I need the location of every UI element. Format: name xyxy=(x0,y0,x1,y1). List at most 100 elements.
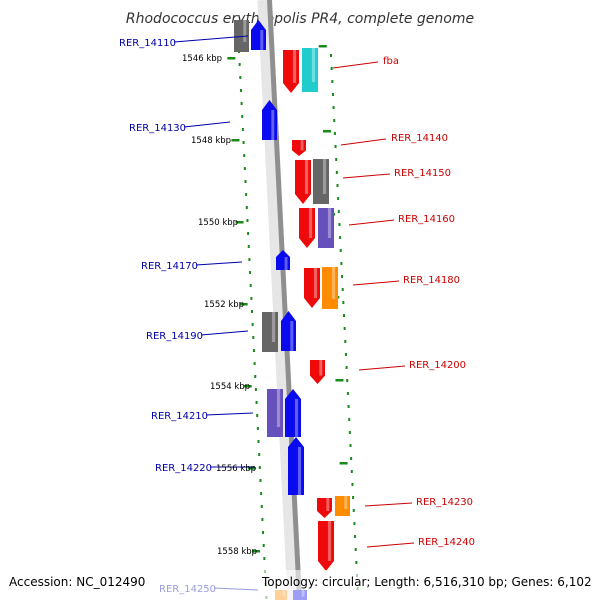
gene-label-right[interactable]: RER_14240 xyxy=(418,537,475,548)
label-leader-line xyxy=(205,412,254,416)
label-leader-line xyxy=(200,330,249,336)
tick-dot xyxy=(341,275,344,278)
gene-feature[interactable] xyxy=(335,496,350,516)
gene-label-right[interactable]: RER_14150 xyxy=(394,168,451,179)
major-tick xyxy=(227,57,236,60)
tick-dot xyxy=(351,483,354,486)
gene-feature[interactable] xyxy=(302,48,318,92)
tick-dot xyxy=(253,362,256,365)
tick-dot xyxy=(243,154,246,157)
kbp-label: 1550 kbp xyxy=(198,218,238,228)
gene-features xyxy=(234,20,350,600)
tick-dot xyxy=(331,80,334,83)
label-leader-line xyxy=(183,121,231,128)
gene-feature[interactable] xyxy=(262,100,277,140)
gene-feature[interactable] xyxy=(276,250,290,270)
tick-dot xyxy=(337,197,340,200)
major-tick xyxy=(318,45,327,48)
topology-text: Topology: circular; Length: 6,516,310 bp… xyxy=(261,575,592,589)
tick-dot xyxy=(338,223,341,226)
gene-feature[interactable] xyxy=(283,50,299,93)
gene-feature[interactable] xyxy=(313,159,329,204)
gene-feature[interactable] xyxy=(281,311,296,351)
gene-label-right[interactable]: RER_14140 xyxy=(391,133,448,144)
tick-dot xyxy=(347,405,350,408)
tick-dot xyxy=(354,535,357,538)
gene-feature[interactable] xyxy=(304,268,320,308)
tick-dot xyxy=(247,232,250,235)
label-leader-line xyxy=(195,261,243,266)
gene-feature[interactable] xyxy=(285,389,301,437)
footer-backdrop xyxy=(0,570,600,600)
tick-dot xyxy=(257,440,260,443)
tick-dot xyxy=(260,492,263,495)
tick-dot xyxy=(335,171,338,174)
tick-dot xyxy=(334,145,337,148)
tick-dot xyxy=(333,132,336,135)
gene-feature[interactable] xyxy=(267,389,283,437)
tick-dot xyxy=(259,479,262,482)
gene-label-left[interactable]: RER_14130 xyxy=(129,123,186,134)
gene-label-right[interactable]: RER_14160 xyxy=(398,214,455,225)
gene-feature[interactable] xyxy=(299,208,315,248)
label-leader-line xyxy=(352,280,400,286)
gene-feature[interactable] xyxy=(295,160,311,204)
gene-label-right[interactable]: RER_14180 xyxy=(403,275,460,286)
gene-feature[interactable] xyxy=(322,267,338,309)
gene-label-left[interactable]: RER_14190 xyxy=(146,331,203,342)
map-title: Rhodococcus erythropolis PR4, complete g… xyxy=(126,11,474,27)
gene-label-left[interactable]: RER_14170 xyxy=(141,261,198,272)
gene-feature[interactable] xyxy=(318,208,334,248)
gene-feature[interactable] xyxy=(318,521,334,571)
tick-dot xyxy=(254,388,257,391)
tick-dot xyxy=(241,128,244,131)
tick-dot xyxy=(245,206,248,209)
tick-dot xyxy=(330,67,333,70)
gene-label-left[interactable]: RER_14220 xyxy=(155,463,212,474)
gene-label-right[interactable]: RER_14230 xyxy=(416,497,473,508)
tick-dot xyxy=(333,119,336,122)
gene-feature[interactable] xyxy=(292,140,306,156)
tick-dot xyxy=(343,327,346,330)
gene-feature[interactable] xyxy=(317,498,332,518)
tick-dot xyxy=(337,210,340,213)
tick-dot xyxy=(241,115,244,118)
tick-dot xyxy=(354,548,357,551)
gene-label-right[interactable]: RER_14200 xyxy=(409,360,466,371)
kbp-label: 1546 kbp xyxy=(182,54,222,64)
tick-marks xyxy=(227,45,360,603)
gene-label-left[interactable]: RER_14110 xyxy=(119,38,176,49)
tick-dot xyxy=(348,418,351,421)
tick-dot xyxy=(348,431,351,434)
gene-feature[interactable] xyxy=(251,20,266,50)
tick-dot xyxy=(332,106,335,109)
tick-dot xyxy=(252,349,255,352)
tick-dot xyxy=(248,258,251,261)
tick-dot xyxy=(261,518,264,521)
tick-dot xyxy=(346,392,349,395)
tick-dot xyxy=(343,314,345,317)
tick-dot xyxy=(256,414,259,417)
tick-dot xyxy=(341,288,344,291)
gene-feature[interactable] xyxy=(288,437,304,495)
major-tick xyxy=(243,385,252,388)
tick-dot xyxy=(249,284,252,287)
tick-dot xyxy=(256,427,259,430)
tick-dot xyxy=(254,375,257,378)
tick-dot xyxy=(260,505,263,508)
tick-dot xyxy=(262,531,265,534)
tick-dot xyxy=(336,184,339,187)
tick-dot xyxy=(238,63,241,66)
major-tick xyxy=(247,467,256,470)
tick-dot xyxy=(339,249,342,252)
gene-label-right[interactable]: fba xyxy=(383,56,399,67)
tick-dot xyxy=(245,193,248,196)
gene-feature[interactable] xyxy=(234,20,249,52)
tick-dot xyxy=(345,366,348,369)
gene-feature[interactable] xyxy=(262,312,278,352)
kbp-label: 1552 kbp xyxy=(204,300,244,310)
gene-feature[interactable] xyxy=(310,360,325,384)
gene-label-left[interactable]: RER_14210 xyxy=(151,411,208,422)
tick-dot xyxy=(255,401,258,404)
